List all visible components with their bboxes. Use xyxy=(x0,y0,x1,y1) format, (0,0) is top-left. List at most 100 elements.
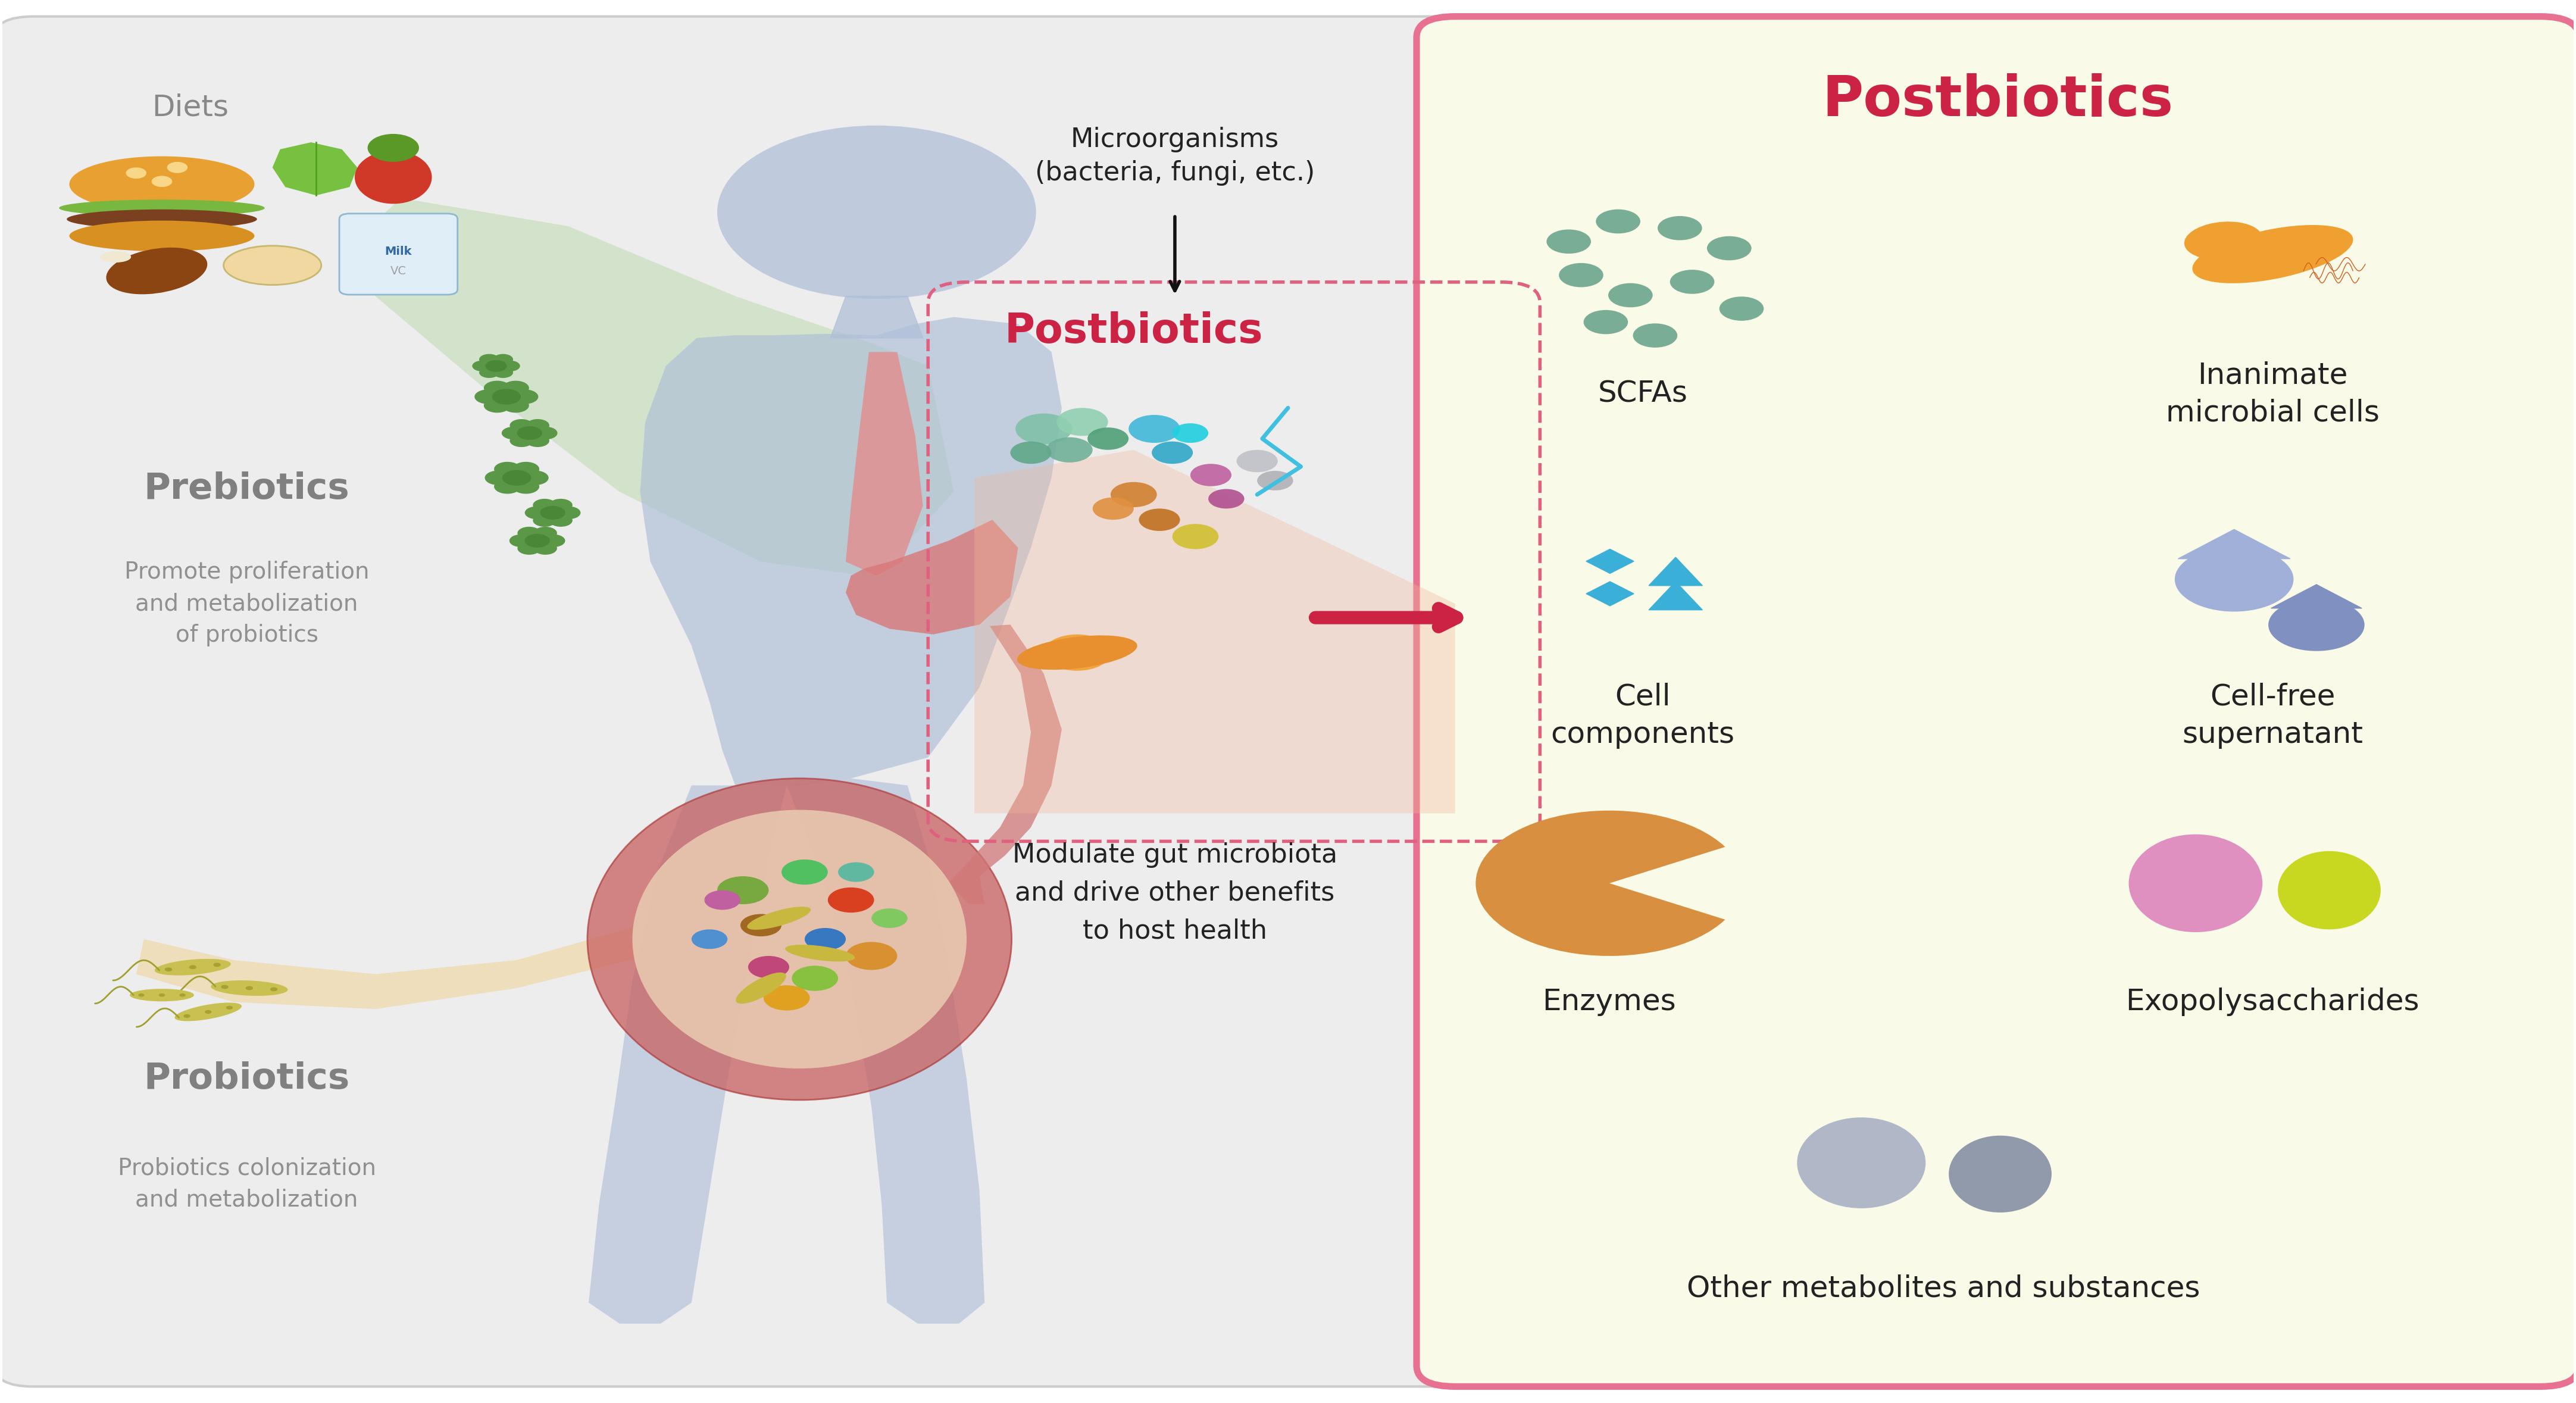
Circle shape xyxy=(541,506,564,519)
Circle shape xyxy=(204,1010,211,1014)
Circle shape xyxy=(1172,523,1218,549)
Circle shape xyxy=(747,955,788,978)
Text: VC: VC xyxy=(392,265,407,276)
Circle shape xyxy=(495,480,520,494)
Circle shape xyxy=(1718,296,1765,321)
Circle shape xyxy=(245,986,252,991)
Circle shape xyxy=(368,133,420,161)
Circle shape xyxy=(523,470,549,485)
Ellipse shape xyxy=(587,779,1012,1100)
Circle shape xyxy=(781,860,827,885)
Circle shape xyxy=(533,427,556,439)
Polygon shape xyxy=(639,317,1061,786)
Polygon shape xyxy=(845,352,922,575)
Circle shape xyxy=(1257,471,1293,491)
Circle shape xyxy=(716,125,1036,299)
Circle shape xyxy=(518,542,541,554)
Text: Exopolysaccharides: Exopolysaccharides xyxy=(2125,988,2419,1016)
FancyBboxPatch shape xyxy=(1417,17,2576,1386)
Circle shape xyxy=(510,435,533,448)
Circle shape xyxy=(518,526,541,540)
Circle shape xyxy=(188,965,196,969)
Text: Postbiotics: Postbiotics xyxy=(1005,311,1262,351)
Polygon shape xyxy=(786,779,984,1323)
Circle shape xyxy=(165,968,173,971)
Ellipse shape xyxy=(2128,835,2262,932)
Circle shape xyxy=(518,427,541,441)
Circle shape xyxy=(1139,508,1180,530)
Circle shape xyxy=(1236,450,1278,473)
Circle shape xyxy=(1092,498,1133,519)
Polygon shape xyxy=(829,296,922,338)
Circle shape xyxy=(1546,230,1592,254)
Circle shape xyxy=(484,380,510,396)
Polygon shape xyxy=(363,198,953,575)
Text: Cell
components: Cell components xyxy=(1551,682,1734,749)
FancyBboxPatch shape xyxy=(340,213,459,295)
Circle shape xyxy=(479,354,500,365)
Circle shape xyxy=(2174,547,2293,612)
Circle shape xyxy=(167,161,188,173)
Circle shape xyxy=(479,368,500,377)
Circle shape xyxy=(227,1006,232,1010)
Wedge shape xyxy=(1476,811,1726,955)
Circle shape xyxy=(502,380,528,396)
Ellipse shape xyxy=(631,810,966,1069)
Text: Probiotics: Probiotics xyxy=(144,1062,350,1097)
Ellipse shape xyxy=(175,1003,242,1021)
Circle shape xyxy=(1046,438,1092,463)
Text: Probiotics colonization
and metabolization: Probiotics colonization and metabolizati… xyxy=(118,1156,376,1211)
Ellipse shape xyxy=(67,209,258,229)
Circle shape xyxy=(270,988,278,992)
Circle shape xyxy=(1558,262,1602,288)
Circle shape xyxy=(1110,483,1157,506)
Polygon shape xyxy=(1649,582,1703,610)
Text: Modulate gut microbiota
and drive other benefits
to host health: Modulate gut microbiota and drive other … xyxy=(1012,842,1337,944)
Circle shape xyxy=(471,361,492,372)
Ellipse shape xyxy=(211,981,289,996)
Circle shape xyxy=(526,535,549,547)
Circle shape xyxy=(484,398,510,412)
Circle shape xyxy=(2269,599,2365,651)
Ellipse shape xyxy=(737,972,786,1003)
Polygon shape xyxy=(590,786,786,1323)
Circle shape xyxy=(1208,490,1244,508)
Circle shape xyxy=(549,513,572,526)
Polygon shape xyxy=(2272,585,2362,609)
Circle shape xyxy=(513,390,538,404)
Text: Diets: Diets xyxy=(152,93,229,122)
Polygon shape xyxy=(273,142,358,195)
Text: Postbiotics: Postbiotics xyxy=(1821,73,2174,128)
Circle shape xyxy=(126,167,147,178)
Circle shape xyxy=(1128,415,1180,443)
Circle shape xyxy=(1607,283,1654,307)
Circle shape xyxy=(484,361,507,372)
Polygon shape xyxy=(974,450,1455,814)
Circle shape xyxy=(222,985,229,989)
Text: Inanimate
microbial cells: Inanimate microbial cells xyxy=(2166,361,2380,427)
Circle shape xyxy=(1708,236,1752,261)
Ellipse shape xyxy=(59,199,265,216)
Circle shape xyxy=(139,993,144,996)
Circle shape xyxy=(152,175,173,187)
Circle shape xyxy=(690,929,726,948)
Ellipse shape xyxy=(100,251,131,262)
Circle shape xyxy=(703,891,739,909)
Circle shape xyxy=(1087,428,1128,450)
Ellipse shape xyxy=(747,906,811,930)
Text: Other metabolites and substances: Other metabolites and substances xyxy=(1687,1274,2200,1303)
Circle shape xyxy=(502,398,528,412)
Circle shape xyxy=(1597,209,1641,233)
Text: Enzymes: Enzymes xyxy=(1543,988,1677,1016)
Circle shape xyxy=(541,535,564,547)
Ellipse shape xyxy=(1950,1135,2050,1212)
Polygon shape xyxy=(948,624,1061,904)
Circle shape xyxy=(500,361,520,372)
Circle shape xyxy=(502,427,526,439)
Circle shape xyxy=(513,480,538,494)
Circle shape xyxy=(484,470,513,485)
Circle shape xyxy=(804,927,845,950)
Circle shape xyxy=(160,993,165,996)
Circle shape xyxy=(533,499,556,512)
Ellipse shape xyxy=(2277,852,2380,929)
